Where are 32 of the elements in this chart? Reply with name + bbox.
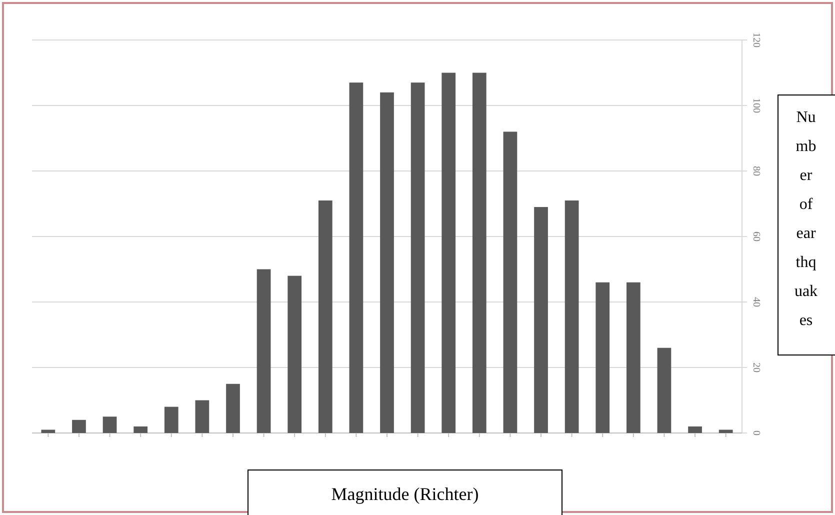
bar	[380, 92, 394, 433]
bar	[288, 276, 302, 433]
bar	[164, 406, 178, 433]
bar	[596, 282, 610, 433]
bar	[503, 132, 518, 433]
bar	[41, 430, 56, 433]
y-tick-label: 100	[750, 98, 762, 113]
bar	[472, 72, 486, 433]
y-tick-label: 120	[750, 32, 762, 48]
bar	[134, 426, 148, 433]
bar	[410, 82, 425, 433]
bar	[72, 420, 86, 433]
bar	[718, 430, 733, 433]
y-tick-label: 80	[750, 166, 762, 176]
bar	[657, 348, 672, 433]
bar	[318, 200, 332, 433]
bar	[195, 400, 210, 433]
bar	[256, 269, 271, 433]
y-tick-label: 60	[750, 232, 762, 242]
bar	[349, 82, 364, 433]
bar	[564, 200, 579, 433]
bar	[688, 426, 702, 433]
x-axis-title: Magnitude (Richter)	[331, 484, 479, 504]
bar	[442, 72, 456, 433]
bar	[226, 384, 240, 433]
bar	[534, 207, 548, 433]
y-tick-label: 0	[750, 430, 762, 436]
bar	[626, 282, 640, 433]
y-tick-label: 40	[750, 297, 762, 307]
bar	[102, 416, 117, 433]
y-tick-label: 20	[750, 362, 762, 372]
y-axis-title: Number of earthquakes	[794, 109, 818, 329]
